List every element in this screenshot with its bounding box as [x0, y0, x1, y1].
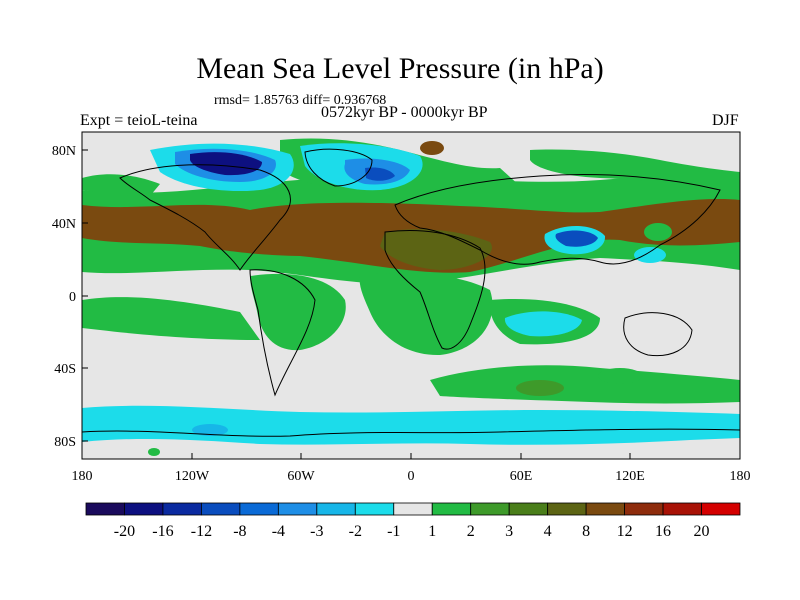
lon-tick-label: 120W	[175, 469, 210, 484]
colorbar-label: 12	[617, 523, 633, 540]
map-title: Mean Sea Level Pressure (in hPa)	[196, 52, 604, 85]
colorbar-swatch	[547, 502, 587, 516]
colorbar-label: -8	[233, 523, 246, 540]
colorbar-swatch	[585, 502, 625, 516]
africa-green	[359, 272, 493, 356]
colorbar-swatch	[624, 502, 664, 516]
colorbar-label: -3	[310, 523, 323, 540]
lon-tick-label: 0	[408, 469, 415, 484]
colorbar-swatch	[124, 502, 164, 516]
south-indian-olive	[516, 380, 564, 396]
stats-label: rmsd= 1.85763 diff= 0.936768	[214, 93, 387, 108]
lon-tick-label: 60E	[510, 469, 533, 484]
atlantic-low-core	[365, 167, 395, 181]
season-label: DJF	[712, 112, 739, 129]
colorbar-label: 16	[655, 523, 671, 540]
colorbar-swatch	[662, 502, 702, 516]
south-america-coast	[249, 269, 316, 397]
canada-low-core	[190, 152, 262, 176]
colorbar-label: 20	[694, 523, 710, 540]
colorbar-swatch	[239, 502, 279, 516]
axis-tick-marks	[81, 149, 741, 459]
colorbar-swatch	[508, 502, 549, 516]
north-pacific-green	[82, 174, 160, 196]
tibet-low-core	[555, 230, 598, 247]
colorbar-label: 1	[428, 523, 436, 540]
lon-tick-label: 120E	[615, 469, 645, 484]
southern-ocean-light	[82, 438, 740, 459]
south-atlantic-green	[82, 297, 260, 340]
greenland-coast	[304, 148, 373, 187]
lat-tick-label: 40N	[52, 217, 76, 232]
colorbar-swatch	[470, 502, 510, 516]
coastlines	[82, 148, 740, 437]
south-green-patch	[598, 368, 642, 384]
colorbar-swatch	[701, 502, 741, 516]
australia-coast	[623, 312, 693, 357]
map-plot-area	[82, 132, 740, 459]
southern-ocean-blue	[192, 424, 228, 436]
europe-asia-coast	[394, 174, 721, 265]
colorbar-swatch	[354, 502, 395, 516]
lon-tick-label: 60W	[287, 469, 315, 484]
lon-tick-label: 180	[730, 469, 751, 484]
lat-tick-label: 40S	[54, 362, 76, 377]
colorbar-swatch	[393, 502, 433, 516]
experiment-label: Expt = teioL-teina	[80, 112, 198, 129]
antarctica-coast	[82, 428, 740, 437]
lat-tick-label: 80S	[54, 435, 76, 450]
colorbar-label: -2	[349, 523, 362, 540]
east-asia-cyan	[634, 247, 666, 263]
colorbar-swatch	[85, 502, 125, 516]
colorbar-label: 4	[544, 523, 552, 540]
east-asia-green	[644, 223, 672, 241]
colorbar-label: -20	[114, 523, 135, 540]
colorbar-swatch	[431, 502, 472, 516]
colorbar-swatch	[201, 502, 241, 516]
colorbar-label: 2	[467, 523, 475, 540]
colorbar-label: -16	[152, 523, 173, 540]
colorbar: -20 -16 -12 -8 -4 -3 -2 -1 1 2 3 4 8 12 16 20	[85, 502, 741, 540]
lon-tick-label: 180	[72, 469, 93, 484]
north-america-coast	[119, 164, 291, 271]
colorbar-swatch	[277, 502, 318, 516]
south-america-green	[250, 273, 346, 351]
colorbar-swatch	[162, 502, 202, 516]
colorbar-label: 3	[505, 523, 513, 540]
lat-tick-label: 0	[69, 290, 76, 305]
period-label: 0572kyr BP - 0000kyr BP	[321, 104, 488, 121]
arctic-green-east	[530, 149, 740, 186]
colorbar-label: 8	[582, 523, 590, 540]
colorbar-swatch	[316, 502, 356, 516]
africa-coast	[384, 230, 486, 350]
colorbar-label: -1	[387, 523, 400, 540]
colorbar-label: -4	[272, 523, 285, 540]
indian-ocean-cyan	[504, 311, 582, 337]
south-green-band	[430, 365, 740, 404]
antarctic-green-dot	[148, 448, 160, 456]
colorbar-label: -12	[191, 523, 212, 540]
lat-tick-label: 80N	[52, 144, 76, 159]
arctic-brown-spot	[420, 141, 444, 155]
